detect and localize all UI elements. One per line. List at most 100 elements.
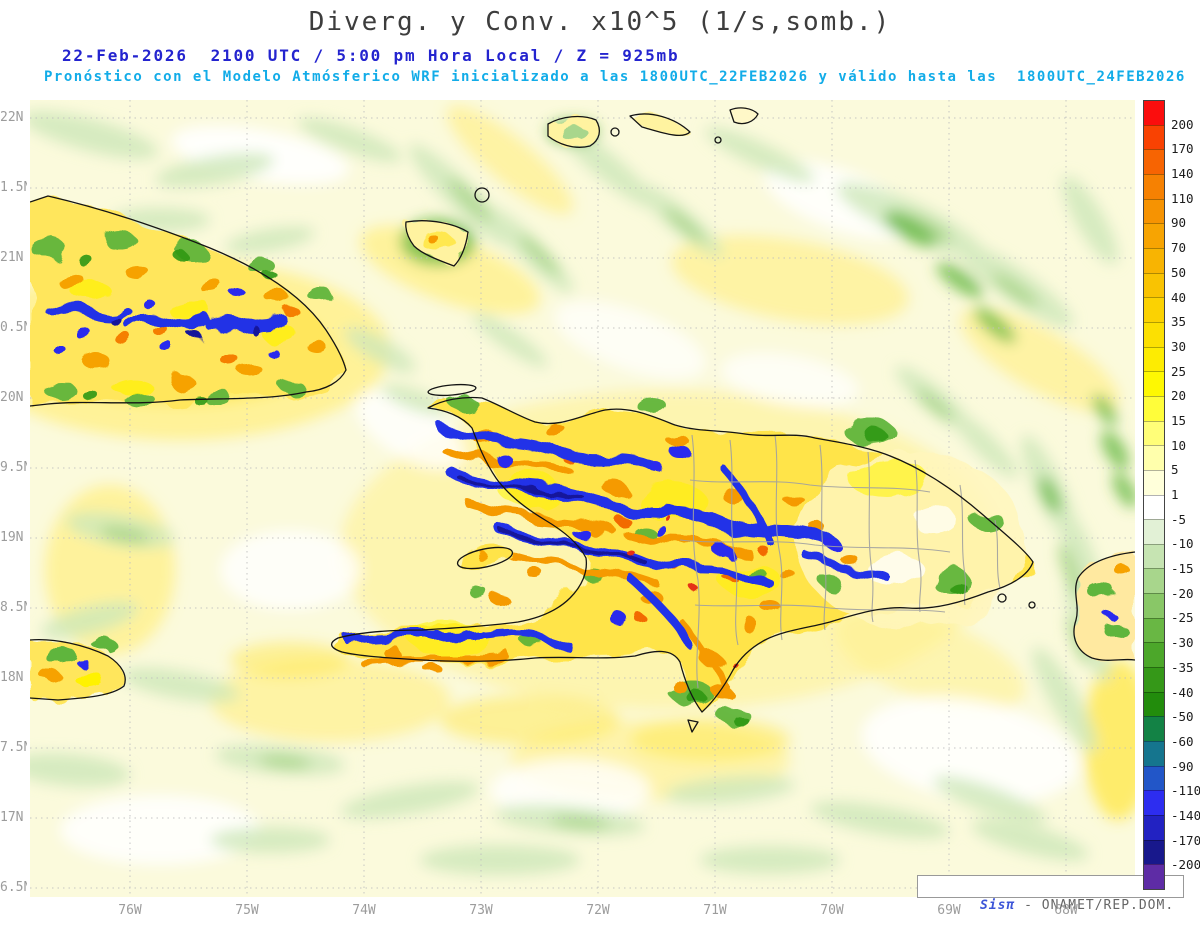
colorbar-block [1144, 765, 1164, 791]
lon-label: 76W [118, 903, 142, 918]
watermark: Sisπ - ONAMET/REP.DOM. [917, 875, 1185, 913]
colorbar-block [1144, 395, 1164, 421]
colorbar-label: -15 [1171, 561, 1194, 577]
colorbar-label: -20 [1171, 585, 1194, 601]
colorbar-block [1144, 371, 1164, 396]
colorbar-block [1144, 346, 1164, 372]
colorbar-block [1144, 469, 1164, 495]
colorbar-block [1144, 198, 1164, 224]
colorbar-block [1144, 101, 1164, 125]
lon-label: 72W [586, 903, 610, 918]
lat-label: 20N [0, 390, 24, 405]
colorbar-label: 5 [1171, 462, 1179, 478]
lat-label: 0.5N [0, 320, 27, 335]
colorbar-block [1144, 149, 1164, 174]
colorbar-block [1144, 272, 1164, 298]
colorbar-label: -40 [1171, 684, 1194, 700]
colorbar-label: 170 [1171, 141, 1194, 157]
hispaniola-field [331, 394, 1033, 721]
colorbar-block [1144, 124, 1164, 150]
colorbar-block [1144, 864, 1164, 889]
colorbar-label: -5 [1171, 511, 1187, 527]
colorbar-block [1144, 247, 1164, 273]
colorbar-label: 90 [1171, 215, 1187, 231]
colorbar [1143, 100, 1165, 890]
colorbar-label: -60 [1171, 733, 1194, 749]
colorbar-block [1144, 815, 1164, 840]
colorbar-label: 25 [1171, 363, 1187, 379]
colorbar-label: -25 [1171, 610, 1194, 626]
colorbar-label: -10 [1171, 536, 1194, 552]
colorbar-label: 30 [1171, 338, 1187, 354]
colorbar-label: 20 [1171, 388, 1187, 404]
colorbar-label: -170 [1171, 832, 1200, 848]
puerto-rico-field [1073, 552, 1135, 661]
colorbar-label: -110 [1171, 783, 1200, 799]
lat-label: 22N [0, 110, 24, 125]
colorbar-label: -200 [1171, 857, 1200, 873]
colorbar-block [1144, 642, 1164, 668]
lat-label: 8.5N [0, 600, 27, 615]
colorbar-block [1144, 223, 1164, 248]
subtitle-datetime: 22-Feb-2026 2100 UTC / 5:00 pm Hora Loca… [62, 46, 680, 65]
colorbar-label: 70 [1171, 240, 1187, 256]
lat-label: 1.5N [0, 180, 27, 195]
lon-label: 70W [820, 903, 844, 918]
jamaica-field [30, 638, 126, 700]
map-canvas [30, 100, 1135, 897]
colorbar-block [1144, 420, 1164, 446]
colorbar-label: 110 [1171, 190, 1194, 206]
colorbar-block [1144, 667, 1164, 692]
colorbar-block [1144, 519, 1164, 544]
colorbar-label: -30 [1171, 635, 1194, 651]
colorbar-block [1144, 568, 1164, 594]
colorbar-block [1144, 321, 1164, 347]
colorbar-block [1144, 543, 1164, 569]
subtitle-model: Pronóstico con el Modelo Atmósferico WRF… [44, 69, 1186, 85]
lat-label: 9.5N [0, 460, 27, 475]
colorbar-block [1144, 445, 1164, 470]
lat-label: 19N [0, 530, 24, 545]
colorbar-label: 35 [1171, 314, 1187, 330]
colorbar-label: 200 [1171, 116, 1194, 132]
lat-label: 18N [0, 670, 24, 685]
colorbar-label: 40 [1171, 289, 1187, 305]
page-title: Diverg. y Conv. x10^5 (1/s,somb.) [308, 7, 892, 37]
watermark-text: - ONAMET/REP.DOM. [1015, 898, 1175, 913]
colorbar-block [1144, 691, 1164, 717]
lat-axis: 22N 1.5N 21N 0.5N 20N 9.5N 19N 8.5N 18N 7.5N 17N 6.… [0, 0, 28, 927]
colorbar-block [1144, 173, 1164, 199]
lon-label: 74W [352, 903, 376, 918]
map-plot-area: Sisπ - ONAMET/REP.DOM. [30, 100, 1185, 913]
watermark-brand: Sisπ [979, 898, 1016, 913]
colorbar-block [1144, 593, 1164, 618]
cuba-field [30, 196, 346, 408]
lon-label: 75W [235, 903, 259, 918]
colorbar-label: 50 [1171, 264, 1187, 280]
colorbar-label: 1 [1171, 487, 1179, 502]
lat-label: 21N [0, 250, 24, 265]
colorbar-block [1144, 839, 1164, 865]
lat-label: 7.5N [0, 740, 27, 755]
lat-label: 17N [0, 810, 24, 825]
colorbar-block [1144, 494, 1164, 520]
colorbar-label: 140 [1171, 166, 1194, 182]
colorbar-label: -140 [1171, 807, 1200, 823]
colorbar-label: -35 [1171, 659, 1194, 675]
colorbar-label: 15 [1171, 412, 1187, 428]
colorbar-label: -50 [1171, 709, 1194, 725]
colorbar-block [1144, 741, 1164, 766]
colorbar-block [1144, 297, 1164, 322]
lat-label: 6.5N [0, 880, 27, 895]
lon-label: 73W [469, 903, 493, 918]
colorbar-block [1144, 790, 1164, 816]
coastline-layer [30, 107, 1135, 733]
lon-label: 71W [703, 903, 727, 918]
small-islands-field [405, 107, 758, 266]
admin-borders-layer [679, 434, 1001, 689]
colorbar-block [1144, 716, 1164, 742]
colorbar-label: 10 [1171, 437, 1187, 453]
colorbar-block [1144, 617, 1164, 643]
colorbar-label: -90 [1171, 758, 1194, 774]
